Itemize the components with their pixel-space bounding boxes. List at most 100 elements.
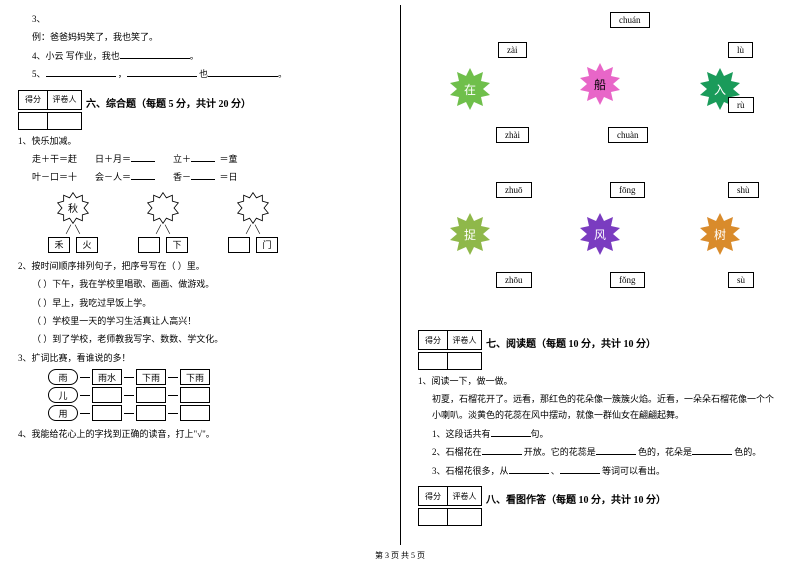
burst-zhuo: 捉 bbox=[448, 212, 492, 256]
blank bbox=[491, 427, 531, 437]
blank bbox=[127, 67, 197, 77]
s7-1: 1、阅读一下，做一做。 bbox=[418, 374, 782, 388]
chain-box bbox=[92, 405, 122, 421]
eq1c: 立＋ bbox=[173, 154, 191, 164]
connectors: ╱╲ bbox=[156, 225, 170, 233]
link bbox=[80, 395, 90, 396]
flower-group-3: ╱╲ 门 bbox=[228, 191, 278, 253]
pinyin-box: lù bbox=[728, 42, 753, 58]
flower-group-2: ╱╲ 下 bbox=[138, 191, 188, 253]
link bbox=[168, 413, 178, 414]
blank bbox=[596, 445, 636, 455]
chain-row-1: 雨 雨水 下雨 下雨 bbox=[48, 369, 382, 385]
box: 火 bbox=[76, 237, 98, 253]
s6-3: 3、扩词比赛，看谁说的多！ bbox=[18, 351, 382, 365]
s7-q3: 3、石榴花很多，从 、 等词可以看出。 bbox=[418, 464, 782, 478]
pinyin-box: fōng bbox=[610, 182, 645, 198]
link bbox=[124, 395, 134, 396]
q5c: 也 bbox=[199, 69, 208, 79]
s6-2: 2、按时间顺序排列句子，把序号写在（ ）里。 bbox=[18, 259, 382, 273]
s7q3c: 等词可以看出。 bbox=[602, 466, 665, 476]
link bbox=[124, 377, 134, 378]
chain-head: 儿 bbox=[48, 387, 78, 403]
right-column: chuán zài lù 在 船 入 rù zhài chuàn zhuō fō… bbox=[400, 0, 800, 565]
link bbox=[80, 377, 90, 378]
q3: 3、 bbox=[18, 12, 382, 26]
s6-2d: （ ）到了学校，老师教我写字、数数、学文化。 bbox=[18, 332, 382, 346]
link bbox=[168, 395, 178, 396]
blank bbox=[46, 67, 116, 77]
pinyin-box: chuàn bbox=[608, 127, 648, 143]
pinyin-box: zhōu bbox=[496, 272, 532, 288]
blank bbox=[191, 170, 215, 180]
eq2a: 叶－口＝十 bbox=[32, 172, 77, 182]
burst-feng: 风 bbox=[578, 212, 622, 256]
flower1-char: 秋 bbox=[68, 200, 78, 215]
flower-decompose-row: 秋 ╱╲ 禾 火 ╱╲ 下 ╱╲ 门 bbox=[48, 191, 382, 253]
char-zai: 在 bbox=[464, 81, 476, 98]
char-feng: 风 bbox=[594, 226, 606, 243]
q4-text: 4、小云 写作业，我也 bbox=[32, 51, 120, 61]
pinyin-box: zhài bbox=[496, 127, 529, 143]
chain-box bbox=[180, 405, 210, 421]
box: 门 bbox=[256, 237, 278, 253]
s6-2a: （ ）下午，我在学校里唱歌、画画、做游戏。 bbox=[18, 277, 382, 291]
section-7-title: 七、阅读题（每题 10 分，共计 10 分） bbox=[486, 335, 656, 350]
chain-row-2: 儿 bbox=[48, 387, 382, 403]
score-box-grader: 评卷人 bbox=[448, 330, 482, 350]
burst-zai: 在 bbox=[448, 67, 492, 111]
chain-box bbox=[136, 387, 166, 403]
eq-row2: 叶－口＝十 会－人＝ 香－ ＝日 bbox=[18, 170, 382, 184]
score-box-score: 得分 bbox=[18, 90, 48, 110]
score-box-blank bbox=[18, 112, 48, 130]
flower-group-1: 秋 ╱╲ 禾 火 bbox=[48, 191, 98, 253]
score-row-7: 得分 评卷人 七、阅读题（每题 10 分，共计 10 分） bbox=[418, 330, 782, 350]
score-box-blank bbox=[418, 508, 448, 526]
eq2c: 香－ bbox=[173, 172, 191, 182]
section-6-title: 六、综合题（每题 5 分，共计 20 分） bbox=[86, 95, 251, 110]
example: 例：爸爸妈妈笑了，我也笑了。 bbox=[18, 30, 382, 44]
blank bbox=[120, 49, 190, 59]
chain-box bbox=[92, 387, 122, 403]
s7q2c: 色的，花朵是 bbox=[638, 447, 692, 457]
section-8-title: 八、看图作答（每题 10 分，共计 10 分） bbox=[486, 491, 666, 506]
char-chuan: 船 bbox=[594, 76, 606, 93]
s7q2a: 2、石榴花在 bbox=[432, 447, 482, 457]
chain-box: 雨水 bbox=[92, 369, 122, 385]
pinyin-box: zhuō bbox=[496, 182, 532, 198]
connectors: ╱╲ bbox=[66, 225, 80, 233]
blank bbox=[509, 464, 549, 474]
s7-q1: 1、这段话共有 句。 bbox=[418, 427, 782, 441]
q4: 4、小云 写作业，我也。 bbox=[18, 49, 382, 63]
pinyin-box: shù bbox=[728, 182, 759, 198]
pinyin-box: sù bbox=[728, 272, 754, 288]
s7q2b: 开放。它的花蕊是 bbox=[524, 447, 596, 457]
box: 禾 bbox=[48, 237, 70, 253]
score-row-8: 得分 评卷人 八、看图作答（每题 10 分，共计 10 分） bbox=[418, 486, 782, 506]
eq1a: 走＋干＝赶 bbox=[32, 154, 77, 164]
pinyin-box: zài bbox=[498, 42, 527, 58]
eq2d: ＝日 bbox=[220, 172, 238, 182]
eq2b: 会－人＝ bbox=[95, 172, 131, 182]
s7q1a: 1、这段话共有 bbox=[432, 429, 491, 439]
score-box-blank bbox=[418, 352, 448, 370]
char-zhuo: 捉 bbox=[464, 226, 476, 243]
link bbox=[124, 413, 134, 414]
chain-head: 用 bbox=[48, 405, 78, 421]
s7q3b: 、 bbox=[551, 466, 560, 476]
s7q1b: 句。 bbox=[531, 429, 549, 439]
pinyin-box: chuán bbox=[610, 12, 650, 28]
blank bbox=[208, 67, 278, 77]
eq-row1: 走＋干＝赶 日＋月＝ 立＋ ＝童 bbox=[18, 152, 382, 166]
pinyin-box: rù bbox=[728, 97, 754, 113]
burst-chuan: 船 bbox=[578, 62, 622, 106]
char-ru: 入 bbox=[714, 81, 726, 98]
link bbox=[80, 413, 90, 414]
s7q2d: 色的。 bbox=[734, 447, 761, 457]
link bbox=[168, 377, 178, 378]
score-box-grader: 评卷人 bbox=[48, 90, 82, 110]
score-box-score: 得分 bbox=[418, 330, 448, 350]
chain-box bbox=[136, 405, 166, 421]
blank bbox=[191, 152, 215, 162]
box bbox=[138, 237, 160, 253]
